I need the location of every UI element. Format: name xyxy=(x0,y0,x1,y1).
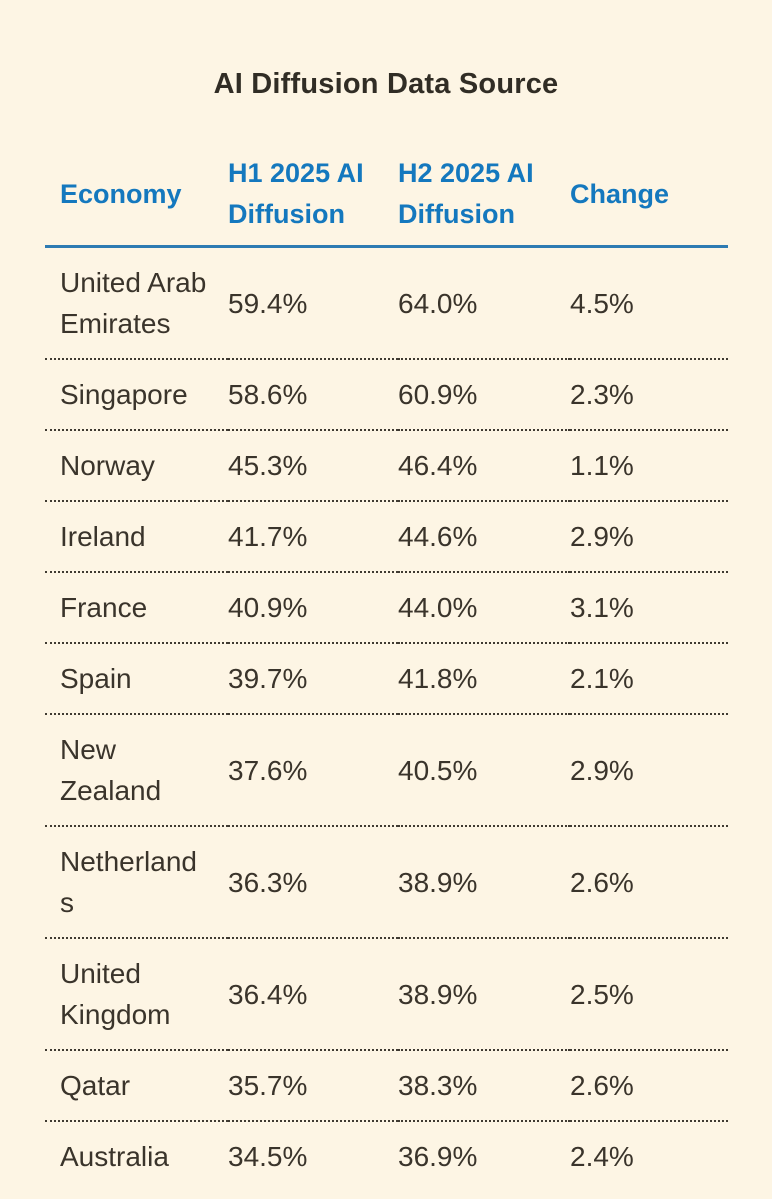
economy-cell: France xyxy=(60,592,148,623)
economy-cell: Australia xyxy=(60,1141,169,1172)
column-header-economy: Economy xyxy=(45,151,228,248)
table-row: Qatar 35.7% 38.3% 2.6% xyxy=(45,1050,728,1121)
change-cell: 2.9% xyxy=(570,521,634,552)
table-row: United Arab Emirates 59.4% 64.0% 4.5% xyxy=(45,247,728,359)
h1-2025-cell: 58.6% xyxy=(228,379,308,410)
economy-cell: Qatar xyxy=(60,1070,131,1101)
table-row: Spain 39.7% 41.8% 2.1% xyxy=(45,643,728,714)
change-cell: 2.1% xyxy=(570,663,634,694)
h1-2025-cell: 34.5% xyxy=(228,1141,308,1172)
h2-2025-cell: 38.9% xyxy=(398,866,478,898)
change-cell: 3.1% xyxy=(570,592,634,623)
change-cell: 2.9% xyxy=(570,754,634,786)
h2-2025-cell: 60.9% xyxy=(398,379,478,410)
table-row: Singapore 58.6% 60.9% 2.3% xyxy=(45,359,728,430)
h2-2025-cell: 36.9% xyxy=(398,1141,478,1172)
h1-2025-cell: 41.7% xyxy=(228,521,308,552)
h2-2025-cell: 44.0% xyxy=(398,592,478,623)
h2-2025-cell: 38.3% xyxy=(398,1070,478,1101)
economy-cell: Ireland xyxy=(60,521,146,552)
table-header-row: Economy H1 2025 AI Diffusion H2 2025 AI … xyxy=(45,151,728,248)
h1-2025-cell: 59.4% xyxy=(228,287,308,319)
change-cell: 2.5% xyxy=(570,978,634,1010)
h2-2025-cell: 41.8% xyxy=(398,663,478,694)
h2-2025-cell: 44.6% xyxy=(398,521,478,552)
economy-cell: United Kingdom xyxy=(60,958,171,1030)
h1-2025-cell: 35.7% xyxy=(228,1070,308,1101)
change-cell: 2.6% xyxy=(570,1070,634,1101)
table-row: New Zealand 37.6% 40.5% 2.9% xyxy=(45,714,728,826)
economy-cell: Singapore xyxy=(60,379,188,410)
column-header-h1-2025: H1 2025 AI Diffusion xyxy=(228,151,398,248)
h2-2025-cell: 38.9% xyxy=(398,978,478,1010)
table-row: Norway 45.3% 46.4% 1.1% xyxy=(45,430,728,501)
change-cell: 2.6% xyxy=(570,866,634,898)
change-cell: 2.3% xyxy=(570,379,634,410)
page-title: AI Diffusion Data Source xyxy=(213,68,559,100)
change-cell: 4.5% xyxy=(570,287,634,319)
change-cell: 1.1% xyxy=(570,450,634,481)
h1-2025-cell: 36.3% xyxy=(228,866,308,898)
column-header-h2-2025: H2 2025 AI Diffusion xyxy=(398,151,570,248)
h2-2025-cell: 46.4% xyxy=(398,450,478,481)
h1-2025-cell: 39.7% xyxy=(228,663,308,694)
economy-cell: Spain xyxy=(60,663,132,694)
table-row: Ireland 41.7% 44.6% 2.9% xyxy=(45,501,728,572)
table-row: United Kingdom 36.4% 38.9% 2.5% xyxy=(45,938,728,1050)
h2-2025-cell: 64.0% xyxy=(398,287,478,319)
economy-cell: Norway xyxy=(60,450,155,481)
economy-cell: United Arab Emirates xyxy=(60,267,207,339)
table-row: Netherlands 36.3% 38.9% 2.6% xyxy=(45,826,728,938)
ai-diffusion-table: Economy H1 2025 AI Diffusion H2 2025 AI … xyxy=(45,151,728,1191)
table-row: France 40.9% 44.0% 3.1% xyxy=(45,572,728,643)
h1-2025-cell: 37.6% xyxy=(228,754,308,786)
h2-2025-cell: 40.5% xyxy=(398,754,478,786)
economy-cell: Netherlands xyxy=(60,846,197,918)
column-header-change: Change xyxy=(570,151,728,248)
economy-cell: New Zealand xyxy=(60,734,162,806)
h1-2025-cell: 40.9% xyxy=(228,592,308,623)
h1-2025-cell: 45.3% xyxy=(228,450,308,481)
table-row: Australia 34.5% 36.9% 2.4% xyxy=(45,1121,728,1191)
h1-2025-cell: 36.4% xyxy=(228,978,308,1010)
change-cell: 2.4% xyxy=(570,1141,634,1172)
